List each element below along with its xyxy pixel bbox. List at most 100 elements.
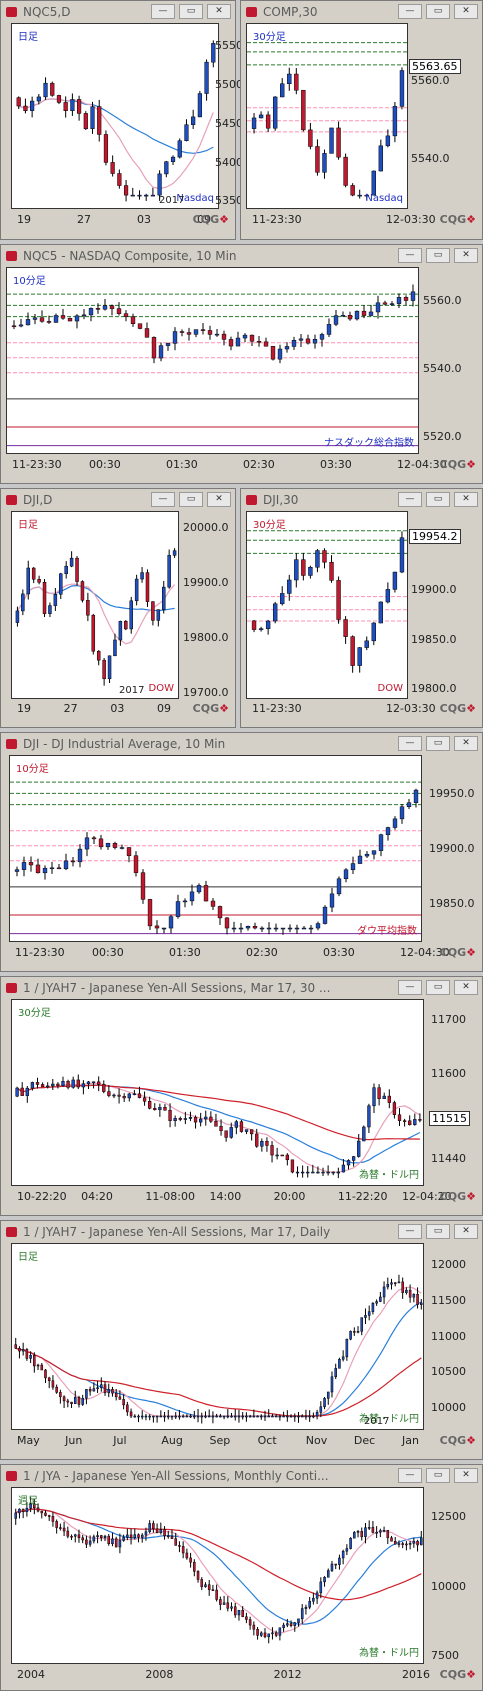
minimize-button[interactable]: — [151,4,175,19]
restore-button[interactable]: ▭ [426,492,450,507]
price-chart-svg [15,1074,422,1179]
chart-window-nqc5-daily[interactable]: NQC5,D — ▭ ✕ 日足 Nasdaq 2017 5550.0 5500.0 5450.0 5… [0,0,254,240]
y-tick-label: 5560.0 [423,294,462,307]
candle [308,1596,311,1610]
chart-window-dji-30[interactable]: DJI,30 — ▭ ✕ 30分足 DOW 19900.0 19850.0 19800.0 199… [240,488,483,728]
restore-button[interactable]: ▭ [426,4,450,19]
restore-button[interactable]: ▭ [426,1224,450,1239]
close-button[interactable]: ✕ [207,492,231,507]
plot-area[interactable]: 日足 為替・ドル円 [11,1243,424,1430]
chart-window-dji-10min[interactable]: DJI - DJ Industrial Average, 10 Min — ▭ ✕ 10… [0,732,483,972]
restore-button[interactable]: ▭ [426,736,450,751]
title-bar[interactable]: DJI - DJ Industrial Average, 10 Min — ▭ ✕ [1,733,482,755]
minimize-button[interactable]: — [398,1468,422,1483]
candle [196,1408,200,1423]
title-bar[interactable]: COMP,30 — ▭ ✕ [241,1,482,23]
moving-average-line [16,583,176,645]
candle [105,842,111,850]
chart-window-jya-monthly[interactable]: 1 / JYA - Japanese Yen-All Sessions, Mon… [0,1464,483,1691]
y-tick-label: 7500 [431,1648,459,1662]
plot-area[interactable]: 10分足 ナスダック総合指数 [6,267,419,454]
restore-button[interactable]: ▭ [426,980,450,995]
close-button[interactable]: ✕ [454,980,478,995]
minimize-button[interactable]: — [398,492,422,507]
restore-button[interactable]: ▭ [426,1468,450,1483]
candle [270,1141,274,1163]
chart-window-jyah7-30[interactable]: 1 / JYAH7 - Japanese Yen-All Sessions, M… [0,976,483,1216]
plot-area[interactable]: 10分足 ダウ平均指数 [9,755,422,942]
title-bar[interactable]: 1 / JYA - Japanese Yen-All Sessions, Mon… [1,1465,482,1487]
candle [224,1130,228,1142]
restore-button[interactable]: ▭ [179,4,203,19]
title-bar[interactable]: 1 / JYAH7 - Japanese Yen-All Sessions, M… [1,977,482,999]
candle [36,1503,40,1513]
candle [241,1412,244,1420]
plot-area[interactable]: 30分足 Nasdaq [246,23,408,209]
minimize-button[interactable]: — [398,980,422,995]
plot-area[interactable]: 週足 為替・ドル円 [11,1487,424,1664]
close-button[interactable]: ✕ [454,1468,478,1483]
candle [252,1621,256,1636]
x-tick-label: Jun [65,1434,83,1447]
last-price-badge: 11515 [429,1111,470,1127]
candle [152,1520,155,1533]
minimize-button[interactable]: — [398,1224,422,1239]
candle [290,1159,295,1174]
close-button[interactable]: ✕ [454,492,478,507]
candle [214,1113,218,1127]
candle [90,101,95,134]
close-button[interactable]: ✕ [207,4,231,19]
candle [265,619,271,635]
candle [278,1414,282,1421]
candle [33,1498,36,1515]
plot-area[interactable]: 日足 Nasdaq [11,23,219,209]
candle [402,1118,407,1127]
chart-window-nqc5-10min[interactable]: NQC5 - NASDAQ Composite, 10 Min — ▭ ✕ 10分足 ナス… [0,244,483,484]
candle [287,924,293,933]
title-bar[interactable]: 1 / JYAH7 - Japanese Yen-All Sessions, M… [1,1221,482,1243]
close-button[interactable]: ✕ [454,736,478,751]
candle [177,138,182,159]
title-bar[interactable]: DJI,D — ▭ ✕ [1,489,235,511]
candle [360,1317,364,1336]
cqg-mark-icon: ❖ [219,213,229,226]
close-button[interactable]: ✕ [454,4,478,19]
candle [46,315,52,324]
x-tick-label: 2004 [17,1668,45,1681]
restore-button[interactable]: ▭ [426,248,450,263]
candle [336,1167,340,1179]
instrument-label: DOW [377,683,403,694]
minimize-button[interactable]: — [398,4,422,19]
close-button[interactable]: ✕ [454,1224,478,1239]
minimize-button[interactable]: — [398,736,422,751]
candle [277,344,283,364]
minimize-button[interactable]: — [151,492,175,507]
price-chart-svg [247,42,407,200]
title-bar[interactable]: NQC5 - NASDAQ Composite, 10 Min — ▭ ✕ [1,245,482,267]
candle [267,1633,271,1644]
candle [340,311,346,317]
candle [379,1528,382,1538]
close-button[interactable]: ✕ [454,248,478,263]
chart-window-dji-daily[interactable]: DJI,D — ▭ ✕ 日足 DOW 2017 20000.0 19900.0 19800.0 19… [0,488,236,728]
plot-area[interactable]: 30分足 為替・ドル円 [11,999,424,1186]
candle [255,1128,259,1148]
x-tick-label: 11-23:30 [15,946,65,959]
restore-button[interactable]: ▭ [179,492,203,507]
chart-window-comp-30[interactable]: COMP,30 — ▭ ✕ 30分足 Nasdaq 5560.0 5540.0 5563.65 1… [240,0,483,240]
candle [322,149,327,179]
plot-area[interactable]: 30分足 DOW [246,511,408,699]
candle [226,1409,230,1419]
plot-area[interactable]: 日足 DOW [11,511,179,699]
title-bar[interactable]: DJI,30 — ▭ ✕ [241,489,482,511]
candle [159,1410,163,1418]
candle [408,1540,412,1550]
candle [18,1508,21,1519]
title-bar[interactable]: NQC5,D — ▭ ✕ [1,1,235,23]
candle [209,1111,213,1123]
candle [256,1626,259,1640]
minimize-button[interactable]: — [398,248,422,263]
candle [98,834,104,850]
chart-window-jyah7-daily[interactable]: 1 / JYAH7 - Japanese Yen-All Sessions, M… [0,1220,483,1460]
cqg-logo-text: CQG [439,458,467,471]
